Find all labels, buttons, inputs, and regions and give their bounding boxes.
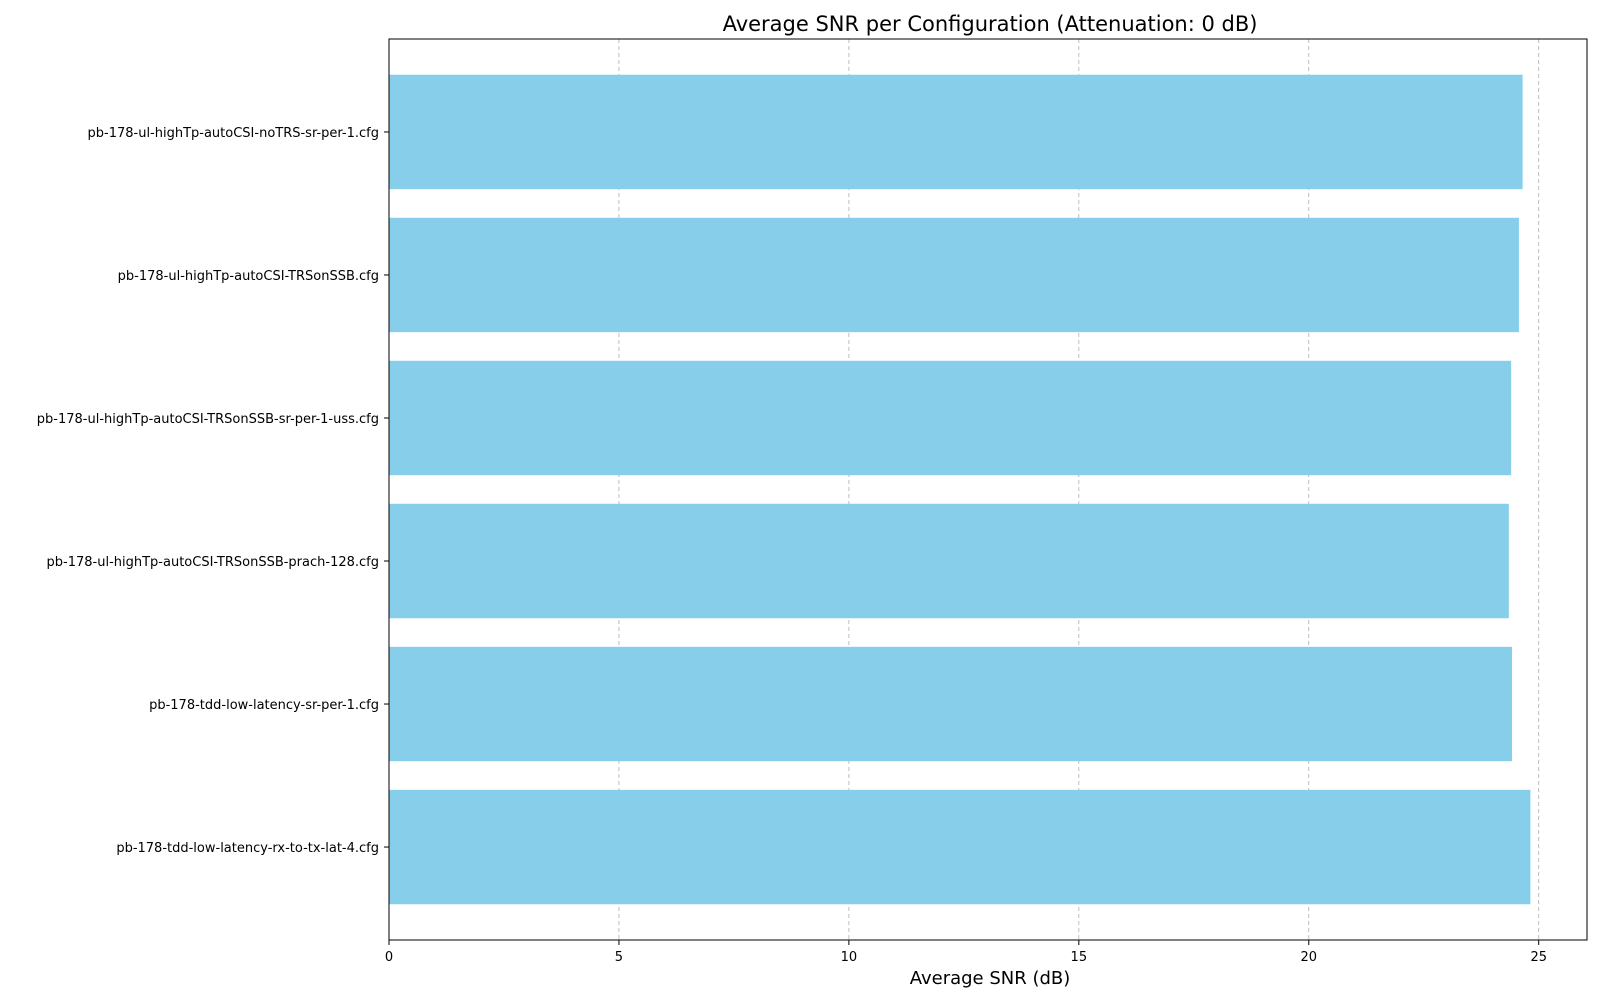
y-category-label-4: pb-178-tdd-low-latency-sr-per-1.cfg xyxy=(149,698,379,713)
plot-frame xyxy=(388,38,1588,941)
y-category-label-0: pb-178-ul-highTp-autoCSI-noTRS-sr-per-1.… xyxy=(88,126,380,141)
bar-2 xyxy=(389,360,1512,476)
bar-5 xyxy=(389,789,1531,905)
x-tick-label-5: 25 xyxy=(1530,950,1547,965)
x-tick-label-1: 5 xyxy=(615,950,623,965)
x-tick-label-0: 0 xyxy=(385,950,393,965)
y-axis-categories: pb-178-ul-highTp-autoCSI-noTRS-sr-per-1.… xyxy=(37,126,389,856)
x-tick-label-3: 15 xyxy=(1071,950,1088,965)
y-category-label-2: pb-178-ul-highTp-autoCSI-TRSonSSB-sr-per… xyxy=(37,412,379,427)
y-category-label-1: pb-178-ul-highTp-autoCSI-TRSonSSB.cfg xyxy=(118,269,379,284)
x-tick-label-4: 20 xyxy=(1300,950,1317,965)
x-axis-ticks: 0 5 10 15 20 25 xyxy=(385,940,1547,965)
y-category-label-3: pb-178-ul-highTp-autoCSI-TRSonSSB-prach-… xyxy=(47,555,379,570)
bar-4 xyxy=(389,646,1513,762)
y-category-label-5: pb-178-tdd-low-latency-rx-to-tx-lat-4.cf… xyxy=(116,841,379,856)
x-axis-label: Average SNR (dB) xyxy=(910,968,1071,989)
x-tick-label-2: 10 xyxy=(841,950,858,965)
bar-1 xyxy=(389,217,1519,333)
chart-title: Average SNR per Configuration (Attenuati… xyxy=(723,12,1258,36)
bar-0 xyxy=(389,74,1523,190)
bars xyxy=(389,74,1531,905)
bar-3 xyxy=(389,503,1509,619)
